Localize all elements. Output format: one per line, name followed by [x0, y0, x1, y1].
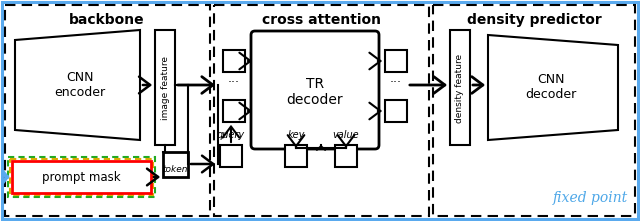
Bar: [223, 50, 245, 72]
Text: CNN
encoder: CNN encoder: [54, 71, 106, 99]
Text: key: key: [287, 130, 305, 140]
Text: backbone: backbone: [69, 13, 145, 27]
Text: fixed point: fixed point: [553, 191, 628, 205]
Bar: [5, 5, 210, 216]
Text: prompt mask: prompt mask: [42, 170, 120, 183]
Bar: [450, 30, 470, 145]
Bar: [8, 157, 155, 197]
Bar: [10, 159, 153, 195]
Polygon shape: [15, 30, 140, 140]
Text: query: query: [217, 130, 245, 140]
Text: CNN
decoder: CNN decoder: [525, 73, 577, 101]
Text: TR
decoder: TR decoder: [287, 77, 343, 107]
Text: ...: ...: [390, 72, 402, 86]
Text: token: token: [163, 166, 188, 175]
Polygon shape: [488, 35, 618, 140]
Bar: [433, 5, 635, 216]
Bar: [285, 145, 307, 167]
Bar: [12, 161, 151, 193]
Bar: [335, 145, 357, 167]
Bar: [223, 100, 245, 122]
Text: image feature: image feature: [161, 56, 170, 120]
FancyBboxPatch shape: [251, 31, 379, 149]
Text: value: value: [333, 130, 359, 140]
Bar: [220, 145, 242, 167]
Text: cross attention: cross attention: [262, 13, 381, 27]
Bar: [214, 5, 429, 216]
Bar: [155, 30, 175, 145]
Text: density predictor: density predictor: [467, 13, 602, 27]
Bar: [385, 100, 407, 122]
Text: density feature: density feature: [456, 53, 465, 123]
Bar: [163, 152, 188, 177]
Bar: [385, 50, 407, 72]
Text: ...: ...: [228, 72, 240, 86]
